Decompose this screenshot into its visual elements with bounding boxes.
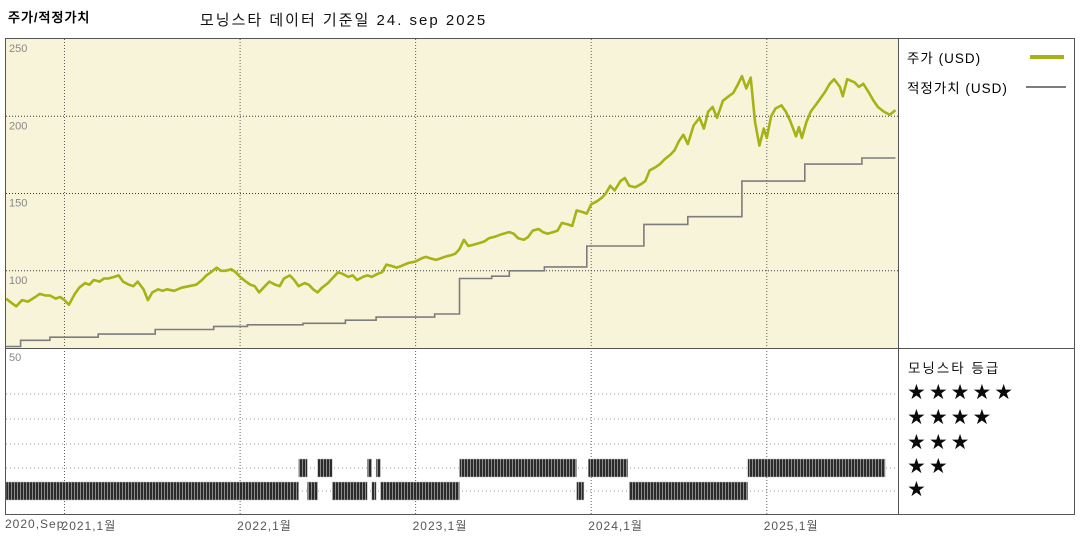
rating-row-5-star: ★★★★★ bbox=[907, 381, 1017, 404]
x-axis-label: 2020,Sep bbox=[5, 517, 65, 531]
rating-row-2-star: ★★ bbox=[907, 455, 951, 478]
x-axis-label: 2023,1월 bbox=[412, 519, 468, 533]
legend-item-fair-value: 적정가치 (USD) bbox=[899, 74, 1074, 100]
data-as-of-title: 모닝스타 데이터 기준일 24. sep 2025 bbox=[200, 12, 488, 29]
x-axis-label: 2022,1월 bbox=[237, 519, 292, 533]
svg-text:150: 150 bbox=[9, 198, 27, 210]
fair-value-line-swatch bbox=[1026, 86, 1066, 88]
x-axis-labels: 2020,Sep 2021,1월 2022,1월 2023,1월 2024,1월 2025… bbox=[0, 517, 1080, 533]
chart-side-panel: 주가 (USD) 적정가치 (USD) 모닝스타 등급 ★★★★★ ★★★★ ★★★… bbox=[898, 39, 1074, 514]
rating-row-3-star: ★★★ bbox=[907, 431, 973, 454]
x-axis-label: 2025,1월 bbox=[763, 519, 819, 533]
chart-legend: 주가 (USD) 적정가치 (USD) bbox=[899, 39, 1074, 349]
svg-text:50: 50 bbox=[9, 352, 21, 364]
rating-panel-title: 모닝스타 등급 bbox=[908, 361, 1001, 376]
rating-row-1-star: ★ bbox=[907, 478, 929, 501]
price-line-swatch bbox=[1030, 55, 1064, 59]
svg-text:100: 100 bbox=[9, 275, 27, 287]
price-fair-value-chart: 250 200 150 100 50 bbox=[6, 39, 898, 514]
legend-price-label: 주가 (USD) bbox=[907, 51, 982, 66]
legend-fair-value-label: 적정가치 (USD) bbox=[907, 81, 1008, 96]
chart-box: 250 200 150 100 50 주가 (USD) 적정가치 (USD) 모닝스타 … bbox=[5, 38, 1075, 515]
x-axis-label: 2024,1월 bbox=[588, 519, 643, 533]
legend-item-price: 주가 (USD) bbox=[899, 44, 1074, 70]
rating-row-4-star: ★★★★ bbox=[907, 406, 995, 429]
svg-text:200: 200 bbox=[9, 120, 27, 132]
widget-title: 주가/적정가치 bbox=[8, 10, 91, 25]
svg-text:250: 250 bbox=[9, 43, 27, 55]
x-axis-label: 2021,1월 bbox=[61, 519, 117, 533]
